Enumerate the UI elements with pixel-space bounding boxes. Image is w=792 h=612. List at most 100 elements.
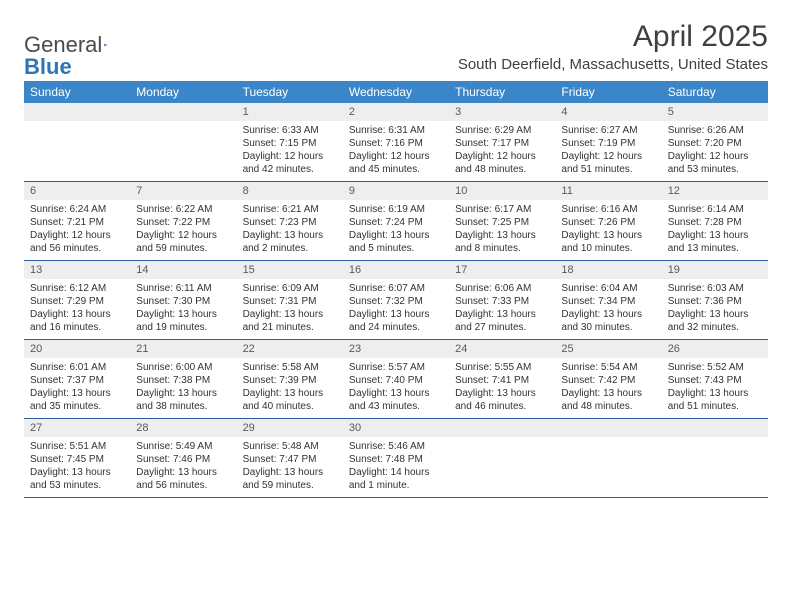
- day-cell: .: [130, 103, 236, 181]
- day-body: Sunrise: 6:03 AMSunset: 7:36 PMDaylight:…: [662, 279, 768, 338]
- day-number: .: [24, 103, 130, 121]
- sunrise-text: Sunrise: 6:33 AM: [243, 124, 337, 137]
- sunrise-text: Sunrise: 6:00 AM: [136, 361, 230, 374]
- sunset-text: Sunset: 7:39 PM: [243, 374, 337, 387]
- day-body: Sunrise: 5:51 AMSunset: 7:45 PMDaylight:…: [24, 437, 130, 496]
- daylight-text: Daylight: 13 hours and 46 minutes.: [455, 387, 549, 413]
- day-number: 30: [343, 419, 449, 437]
- day-cell: 17Sunrise: 6:06 AMSunset: 7:33 PMDayligh…: [449, 261, 555, 339]
- sunrise-text: Sunrise: 5:52 AM: [668, 361, 762, 374]
- week-row: ..1Sunrise: 6:33 AMSunset: 7:15 PMDaylig…: [24, 103, 768, 182]
- day-cell: 26Sunrise: 5:52 AMSunset: 7:43 PMDayligh…: [662, 340, 768, 418]
- sunrise-text: Sunrise: 6:22 AM: [136, 203, 230, 216]
- daylight-text: Daylight: 13 hours and 32 minutes.: [668, 308, 762, 334]
- daylight-text: Daylight: 13 hours and 19 minutes.: [136, 308, 230, 334]
- day-number: 15: [237, 261, 343, 279]
- day-body: Sunrise: 6:26 AMSunset: 7:20 PMDaylight:…: [662, 121, 768, 180]
- top-bar: General April 2025 South Deerfield, Mass…: [24, 20, 768, 73]
- sunset-text: Sunset: 7:37 PM: [30, 374, 124, 387]
- day-header: Saturday: [662, 81, 768, 103]
- day-body: Sunrise: 6:00 AMSunset: 7:38 PMDaylight:…: [130, 358, 236, 417]
- day-body: Sunrise: 6:14 AMSunset: 7:28 PMDaylight:…: [662, 200, 768, 259]
- sunset-text: Sunset: 7:21 PM: [30, 216, 124, 229]
- daylight-text: Daylight: 14 hours and 1 minute.: [349, 466, 443, 492]
- daylight-text: Daylight: 13 hours and 30 minutes.: [561, 308, 655, 334]
- daylight-text: Daylight: 13 hours and 48 minutes.: [561, 387, 655, 413]
- day-number: 25: [555, 340, 661, 358]
- sunrise-text: Sunrise: 6:17 AM: [455, 203, 549, 216]
- daylight-text: Daylight: 13 hours and 8 minutes.: [455, 229, 549, 255]
- daylight-text: Daylight: 13 hours and 13 minutes.: [668, 229, 762, 255]
- sunset-text: Sunset: 7:36 PM: [668, 295, 762, 308]
- day-number: .: [449, 419, 555, 437]
- sunrise-text: Sunrise: 6:11 AM: [136, 282, 230, 295]
- sunset-text: Sunset: 7:30 PM: [136, 295, 230, 308]
- day-cell: 21Sunrise: 6:00 AMSunset: 7:38 PMDayligh…: [130, 340, 236, 418]
- day-header: Monday: [130, 81, 236, 103]
- day-cell: 6Sunrise: 6:24 AMSunset: 7:21 PMDaylight…: [24, 182, 130, 260]
- daylight-text: Daylight: 13 hours and 35 minutes.: [30, 387, 124, 413]
- sunset-text: Sunset: 7:19 PM: [561, 137, 655, 150]
- sunset-text: Sunset: 7:16 PM: [349, 137, 443, 150]
- day-cell: 29Sunrise: 5:48 AMSunset: 7:47 PMDayligh…: [237, 419, 343, 497]
- sunset-text: Sunset: 7:48 PM: [349, 453, 443, 466]
- sunrise-text: Sunrise: 6:09 AM: [243, 282, 337, 295]
- day-number: 26: [662, 340, 768, 358]
- sunrise-text: Sunrise: 6:14 AM: [668, 203, 762, 216]
- weeks-container: ..1Sunrise: 6:33 AMSunset: 7:15 PMDaylig…: [24, 103, 768, 498]
- day-cell: 14Sunrise: 6:11 AMSunset: 7:30 PMDayligh…: [130, 261, 236, 339]
- day-cell: 8Sunrise: 6:21 AMSunset: 7:23 PMDaylight…: [237, 182, 343, 260]
- daylight-text: Daylight: 12 hours and 51 minutes.: [561, 150, 655, 176]
- daylight-text: Daylight: 13 hours and 56 minutes.: [136, 466, 230, 492]
- day-cell: 5Sunrise: 6:26 AMSunset: 7:20 PMDaylight…: [662, 103, 768, 181]
- sunset-text: Sunset: 7:34 PM: [561, 295, 655, 308]
- day-number: 27: [24, 419, 130, 437]
- sunset-text: Sunset: 7:20 PM: [668, 137, 762, 150]
- day-number: 18: [555, 261, 661, 279]
- day-cell: 1Sunrise: 6:33 AMSunset: 7:15 PMDaylight…: [237, 103, 343, 181]
- day-cell: 2Sunrise: 6:31 AMSunset: 7:16 PMDaylight…: [343, 103, 449, 181]
- daylight-text: Daylight: 13 hours and 38 minutes.: [136, 387, 230, 413]
- day-header-row: SundayMondayTuesdayWednesdayThursdayFrid…: [24, 81, 768, 103]
- day-number: .: [662, 419, 768, 437]
- day-cell: 4Sunrise: 6:27 AMSunset: 7:19 PMDaylight…: [555, 103, 661, 181]
- daylight-text: Daylight: 12 hours and 53 minutes.: [668, 150, 762, 176]
- sunset-text: Sunset: 7:32 PM: [349, 295, 443, 308]
- sunset-text: Sunset: 7:47 PM: [243, 453, 337, 466]
- day-body: Sunrise: 5:46 AMSunset: 7:48 PMDaylight:…: [343, 437, 449, 496]
- day-cell: 28Sunrise: 5:49 AMSunset: 7:46 PMDayligh…: [130, 419, 236, 497]
- day-cell: .: [555, 419, 661, 497]
- day-number: 11: [555, 182, 661, 200]
- day-cell: 15Sunrise: 6:09 AMSunset: 7:31 PMDayligh…: [237, 261, 343, 339]
- daylight-text: Daylight: 12 hours and 56 minutes.: [30, 229, 124, 255]
- flag-icon: [104, 35, 108, 55]
- sunset-text: Sunset: 7:25 PM: [455, 216, 549, 229]
- day-body: Sunrise: 5:52 AMSunset: 7:43 PMDaylight:…: [662, 358, 768, 417]
- day-body: Sunrise: 6:19 AMSunset: 7:24 PMDaylight:…: [343, 200, 449, 259]
- sunrise-text: Sunrise: 5:57 AM: [349, 361, 443, 374]
- sunrise-text: Sunrise: 6:26 AM: [668, 124, 762, 137]
- page-subtitle: South Deerfield, Massachusetts, United S…: [458, 56, 768, 73]
- calendar-table: SundayMondayTuesdayWednesdayThursdayFrid…: [24, 81, 768, 498]
- sunrise-text: Sunrise: 6:03 AM: [668, 282, 762, 295]
- day-number: 14: [130, 261, 236, 279]
- day-cell: 11Sunrise: 6:16 AMSunset: 7:26 PMDayligh…: [555, 182, 661, 260]
- day-number: 3: [449, 103, 555, 121]
- day-header: Thursday: [449, 81, 555, 103]
- sunset-text: Sunset: 7:24 PM: [349, 216, 443, 229]
- sunrise-text: Sunrise: 6:06 AM: [455, 282, 549, 295]
- day-body: Sunrise: 6:29 AMSunset: 7:17 PMDaylight:…: [449, 121, 555, 180]
- sunset-text: Sunset: 7:23 PM: [243, 216, 337, 229]
- day-number: 13: [24, 261, 130, 279]
- sunrise-text: Sunrise: 6:24 AM: [30, 203, 124, 216]
- day-body: Sunrise: 6:11 AMSunset: 7:30 PMDaylight:…: [130, 279, 236, 338]
- week-row: 27Sunrise: 5:51 AMSunset: 7:45 PMDayligh…: [24, 419, 768, 498]
- day-body: Sunrise: 6:22 AMSunset: 7:22 PMDaylight:…: [130, 200, 236, 259]
- day-cell: 24Sunrise: 5:55 AMSunset: 7:41 PMDayligh…: [449, 340, 555, 418]
- daylight-text: Daylight: 13 hours and 21 minutes.: [243, 308, 337, 334]
- logo-text-blue: Blue: [24, 54, 72, 79]
- sunset-text: Sunset: 7:33 PM: [455, 295, 549, 308]
- day-body: Sunrise: 6:04 AMSunset: 7:34 PMDaylight:…: [555, 279, 661, 338]
- day-body: Sunrise: 6:24 AMSunset: 7:21 PMDaylight:…: [24, 200, 130, 259]
- day-body: Sunrise: 6:07 AMSunset: 7:32 PMDaylight:…: [343, 279, 449, 338]
